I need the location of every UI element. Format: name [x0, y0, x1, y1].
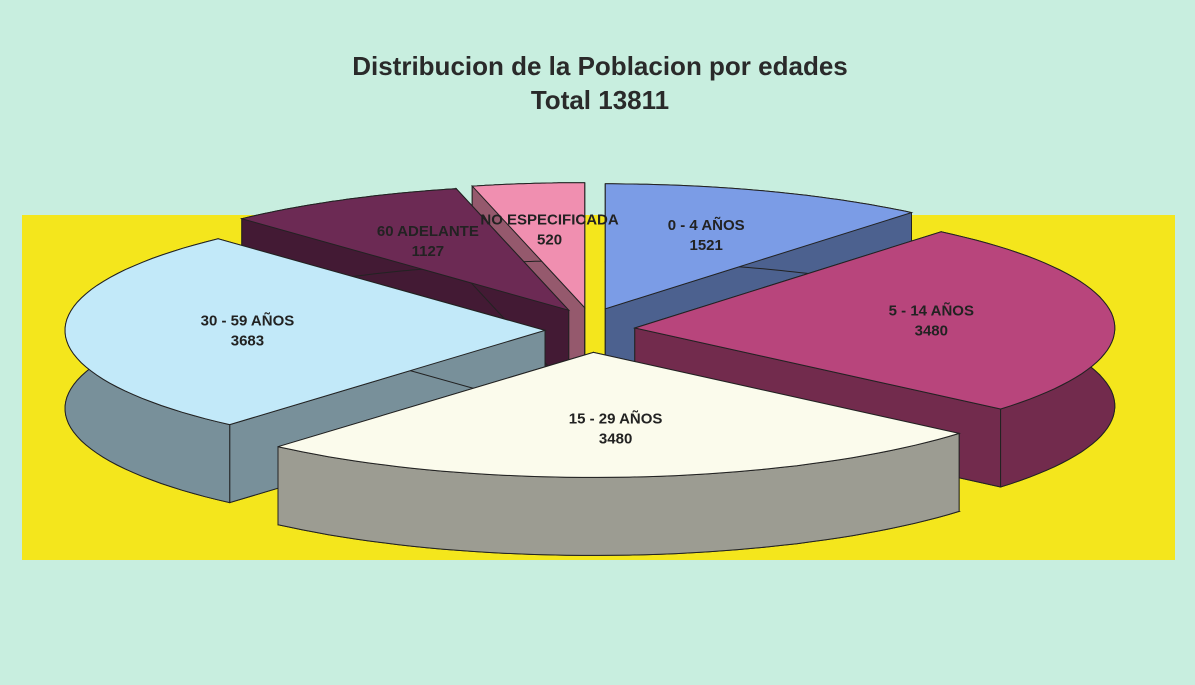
data-label-category: NO ESPECIFICADA [480, 212, 619, 229]
data-label-category: 0 - 4 AÑOS [668, 216, 745, 234]
data-label-category: 5 - 14 AÑOS [889, 301, 974, 319]
slice [604, 183, 914, 310]
chart-title: Distribucion de la Poblacion por edades [352, 51, 848, 81]
data-labels: 0 - 4 AÑOS 1521 5 - 14 AÑOS 3480 15 - 29 AÑO… [201, 212, 974, 448]
chart-subtitle: Total 13811 [531, 85, 669, 115]
slice [239, 188, 571, 312]
data-label-value: 3480 [599, 431, 632, 448]
data-label-value: 3683 [231, 333, 264, 350]
data-label-value: 520 [537, 232, 562, 249]
data-label-category: 30 - 59 AÑOS [201, 312, 295, 330]
data-label-value: 3480 [915, 322, 948, 339]
data-label-category: 60 ADELANTE [377, 223, 479, 240]
data-label-value: 1127 [412, 243, 445, 260]
slice [632, 231, 1116, 410]
slice [471, 182, 586, 309]
data-label-category: 15 - 29 AÑOS [569, 410, 663, 428]
slice [277, 351, 962, 478]
data-label-value: 1521 [689, 237, 722, 254]
slice-tops [64, 182, 1116, 478]
slice [64, 238, 547, 426]
